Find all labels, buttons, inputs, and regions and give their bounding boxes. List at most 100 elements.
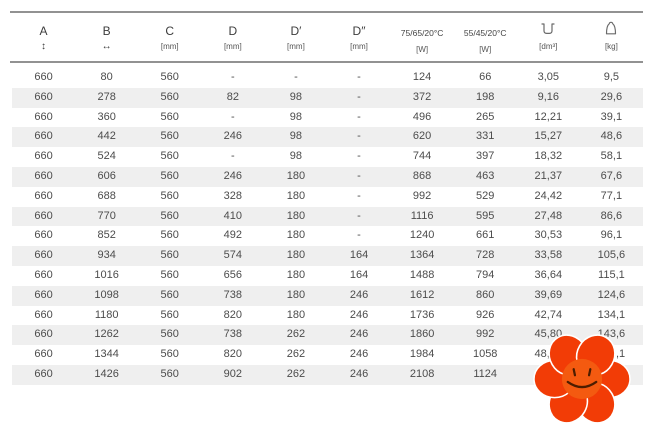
cell: 688 [97, 189, 116, 202]
cell: 1344 [94, 348, 119, 361]
cell: - [357, 90, 361, 103]
cell: 560 [160, 150, 179, 163]
cell: 1016 [94, 268, 119, 281]
cell: 992 [476, 328, 495, 341]
vertical-arrows-icon: ↕ [41, 41, 47, 52]
column-unit: [mm] [350, 42, 368, 51]
cell: 1488 [409, 268, 435, 281]
cell: 397 [476, 150, 495, 163]
cell: 1860 [409, 328, 435, 341]
cell: 860 [476, 288, 495, 301]
column-header-a: A ↕ [12, 15, 75, 61]
table-row: 660 442 560 246 98 - 620 331 15,27 48,6 [12, 127, 643, 148]
cell: 82 [226, 90, 239, 103]
cell: 1058 [472, 348, 498, 361]
column-label: B [102, 24, 111, 38]
cell: 164 [349, 249, 369, 262]
cell: 115,1 [598, 268, 625, 281]
cell: 1426 [94, 367, 119, 380]
cell: 1180 [94, 308, 119, 321]
cell: 1124 [473, 367, 498, 380]
cell: 96,1 [600, 229, 623, 242]
column-unit: [dm³] [539, 42, 558, 51]
column-header-b: B ↔ [75, 15, 138, 61]
cell: 560 [160, 229, 179, 242]
cell: 265 [476, 110, 495, 123]
cell: 620 [412, 130, 432, 143]
table-row: 660 524 560 - 98 - 744 397 18,32 58,1 [12, 147, 643, 167]
column-unit: [W] [479, 45, 492, 54]
table-row: 660 1016 560 656 180 164 1488 794 36,64 115,1 [12, 266, 643, 286]
cell: 164 [349, 268, 369, 281]
flower-smiley-sticker [533, 334, 631, 424]
table-row: 660 1180 560 820 180 246 1736 926 42,74 134,1 [12, 306, 643, 326]
cell: 560 [160, 169, 179, 182]
cell: 134,1 [597, 308, 626, 321]
cell: 934 [97, 249, 116, 262]
cell: 560 [160, 110, 179, 123]
cell: 560 [160, 189, 179, 202]
cell: 524 [97, 150, 116, 163]
cell: 39,69 [534, 288, 563, 301]
column-unit: [kg] [604, 42, 618, 51]
weight-icon [602, 15, 620, 39]
cell: 124,6 [597, 288, 626, 301]
cell: 868 [412, 169, 432, 182]
cell: 246 [349, 308, 369, 321]
cell: 18,32 [534, 150, 563, 163]
cell: 246 [349, 367, 369, 380]
cell: 246 [349, 328, 369, 341]
column-label: D″ [352, 24, 366, 38]
cell: 198 [476, 90, 495, 103]
smiley-face [566, 368, 598, 389]
cell: 660 [34, 209, 53, 222]
column-header-output-55-45-20: 55/45/20°C [W] [454, 15, 517, 61]
cell: 660 [34, 288, 53, 301]
cell: 246 [223, 130, 242, 143]
cell: 496 [412, 110, 432, 123]
cell: 80 [100, 71, 113, 83]
cell: 180 [286, 209, 306, 222]
cell: 24,42 [534, 189, 563, 202]
cell: 328 [223, 189, 242, 202]
cell: 738 [223, 288, 242, 301]
top-rule [10, 11, 643, 13]
cell: 492 [223, 229, 242, 242]
cell: 262 [286, 367, 306, 380]
cell: 1240 [409, 229, 435, 242]
column-header-c: C [mm] [138, 15, 201, 61]
cell: 1736 [409, 308, 435, 321]
cell: 98 [289, 130, 303, 143]
cell: - [357, 71, 361, 83]
cell: 660 [34, 367, 53, 380]
cell: 560 [160, 348, 179, 361]
cell: 660 [34, 71, 53, 83]
cell: 560 [160, 268, 179, 281]
cell: 574 [223, 249, 242, 262]
cell: - [230, 110, 235, 123]
column-header-d: D [mm] [201, 15, 264, 61]
cell: 738 [223, 328, 242, 341]
cell: 180 [286, 288, 306, 301]
horizontal-arrows-icon: ↔ [101, 41, 112, 52]
cell: 42,74 [534, 308, 563, 321]
cell: - [357, 150, 361, 163]
cell: - [357, 130, 361, 143]
cell: 98 [289, 110, 303, 123]
cell: 656 [223, 268, 242, 281]
column-label: C [165, 24, 175, 38]
cell: 560 [160, 367, 179, 380]
cell: 660 [34, 189, 53, 202]
cell: 1098 [94, 288, 119, 301]
cell: 360 [97, 110, 116, 123]
cell: 1612 [409, 288, 435, 301]
cell: 560 [160, 71, 179, 83]
cell: 180 [286, 268, 306, 281]
table-row: 660 934 560 574 180 164 1364 728 33,58 105,6 [12, 246, 643, 266]
cell: 66 [479, 71, 492, 83]
cell: 820 [223, 308, 242, 321]
cell: 124 [412, 71, 432, 83]
column-header-weight: [kg] [580, 15, 643, 61]
cell: 660 [34, 130, 53, 143]
cell: 660 [34, 328, 53, 341]
